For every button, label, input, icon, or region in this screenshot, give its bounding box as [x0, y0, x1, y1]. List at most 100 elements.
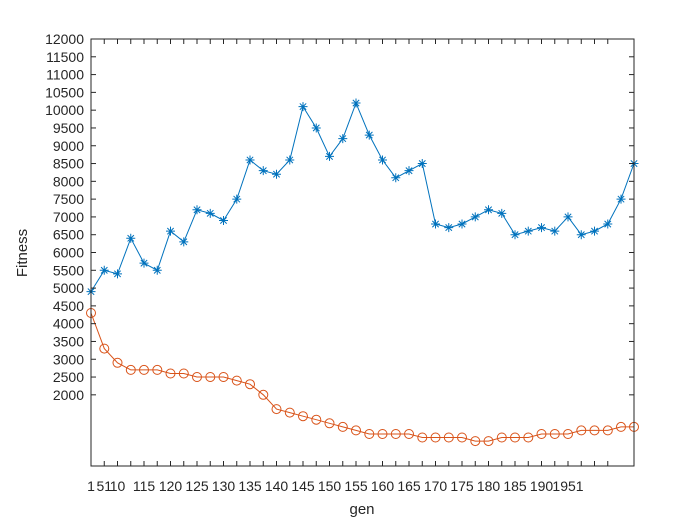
- x-tick-label: 190: [530, 478, 554, 494]
- data-point: [576, 230, 586, 240]
- data-point: [443, 432, 454, 443]
- data-point: [192, 372, 202, 382]
- x-tick-label: 125: [185, 478, 209, 494]
- x-tick-label: 180: [477, 478, 501, 494]
- data-point: [496, 432, 507, 443]
- y-tick-label: 8500: [53, 156, 84, 172]
- x-tick-label: 51: [96, 478, 112, 494]
- data-point: [537, 223, 547, 233]
- data-point: [125, 364, 136, 375]
- series-layer: [86, 98, 639, 447]
- data-point: [311, 123, 321, 133]
- y-tick-label: 6500: [53, 227, 84, 243]
- data-point: [391, 173, 401, 183]
- data-point: [139, 258, 149, 268]
- y-tick-label: 8000: [53, 173, 84, 189]
- data-point: [457, 432, 467, 443]
- data-point: [139, 364, 149, 375]
- data-point: [378, 155, 388, 165]
- data-point: [590, 226, 600, 236]
- data-point: [550, 226, 560, 236]
- data-point: [404, 166, 414, 176]
- data-point: [470, 436, 481, 447]
- data-point: [338, 134, 348, 144]
- x-tick-label: 145: [291, 478, 315, 494]
- y-tick-label: 6000: [53, 245, 84, 261]
- x-tick-label: 150: [318, 478, 342, 494]
- y-tick-label: 12000: [45, 31, 84, 47]
- y-tick-label: 9000: [53, 138, 84, 154]
- y-tick-label: 10500: [45, 84, 84, 100]
- data-point: [245, 379, 255, 390]
- data-point: [351, 98, 361, 108]
- data-point: [616, 421, 626, 432]
- data-point: [444, 223, 454, 233]
- data-point: [258, 166, 268, 176]
- data-point: [285, 155, 295, 165]
- data-point: [258, 389, 269, 400]
- data-point: [484, 205, 494, 215]
- y-tick-label: 5000: [53, 280, 84, 296]
- y-axis-title: Fitness: [14, 229, 31, 277]
- y-tick-label: 5500: [53, 262, 84, 278]
- data-point: [232, 194, 242, 204]
- data-point: [377, 429, 388, 439]
- data-point: [470, 212, 480, 222]
- x-axis-title: gen: [349, 501, 374, 518]
- data-point: [126, 233, 136, 243]
- x-tick-label: 130: [212, 478, 236, 494]
- data-point: [351, 425, 361, 436]
- data-point: [192, 205, 202, 215]
- data-point: [563, 429, 573, 439]
- data-point: [298, 102, 308, 112]
- x-tick-label: 1951: [552, 478, 583, 494]
- y-tick-label: 10000: [45, 102, 84, 118]
- y-tick-label: 7500: [53, 191, 84, 207]
- x-tick-label: 165: [397, 478, 421, 494]
- data-point: [113, 269, 123, 279]
- data-point: [589, 425, 600, 436]
- data-point: [497, 208, 507, 218]
- data-point: [563, 212, 573, 222]
- x-tick-label: 155: [344, 478, 368, 494]
- data-point: [364, 429, 375, 439]
- data-point: [510, 432, 520, 443]
- data-point: [417, 432, 428, 443]
- data-point: [549, 429, 560, 439]
- data-point: [165, 368, 176, 379]
- data-point: [99, 343, 110, 354]
- y-tick-label: 7000: [53, 209, 84, 225]
- x-tick-label: 10: [110, 478, 126, 494]
- data-point: [99, 265, 109, 275]
- data-point: [325, 151, 335, 161]
- data-point: [205, 208, 215, 218]
- ticks-layer: 2000250030003500400045005000550060006500…: [45, 31, 634, 494]
- x-tick-label: 115: [133, 478, 156, 494]
- data-point: [431, 219, 441, 229]
- y-tick-label: 2000: [53, 387, 84, 403]
- x-tick-label: 1: [87, 478, 95, 494]
- data-point: [602, 425, 613, 436]
- y-tick-label: 2500: [53, 369, 84, 385]
- data-point: [178, 368, 189, 379]
- data-point: [576, 425, 587, 436]
- y-tick-label: 4500: [53, 298, 84, 314]
- data-point: [271, 404, 282, 415]
- data-point: [603, 219, 613, 229]
- data-point: [417, 159, 427, 169]
- data-point: [390, 429, 401, 439]
- series-line-2: [90, 312, 634, 442]
- x-tick-label: 160: [371, 478, 395, 494]
- data-point: [430, 432, 441, 443]
- data-point: [510, 230, 520, 240]
- data-point: [324, 418, 335, 429]
- x-tick-label: 170: [424, 478, 448, 494]
- data-point: [219, 215, 229, 225]
- data-point: [112, 357, 123, 368]
- data-point: [616, 194, 626, 204]
- data-point: [245, 155, 255, 165]
- x-tick-label: 140: [265, 478, 289, 494]
- data-point: [364, 130, 374, 140]
